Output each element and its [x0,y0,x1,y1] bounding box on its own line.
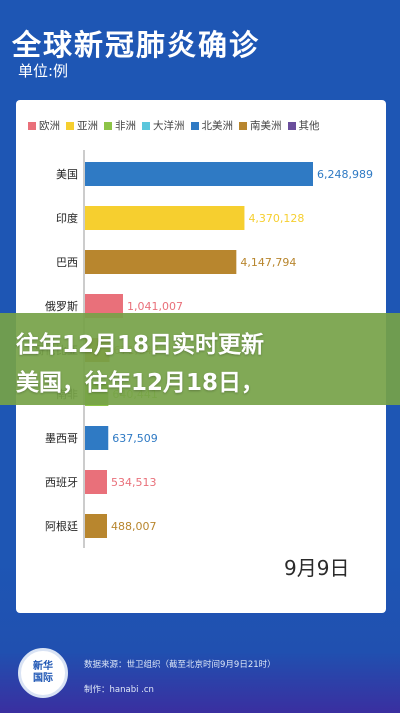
bar [85,162,313,186]
category-label: 巴西 [56,256,78,269]
bar [85,426,109,450]
logo-text-line-1: 新华 [33,661,53,672]
legend-item: 北美洲 [190,118,234,133]
value-label: 488,007 [111,520,157,533]
data-source: 数据来源：世卫组织（截至北京时间9月9日21时） [84,660,276,670]
category-label: 俄罗斯 [45,300,78,313]
headline-line-1: 往年12月18日实时更新 [16,332,265,358]
legend-label: 大洋洲 [153,120,185,132]
category-label: 西班牙 [45,476,78,489]
legend-label: 北美洲 [201,120,234,132]
legend-swatch [28,121,36,130]
legend-swatch [104,121,112,130]
value-label: 4,370,128 [248,212,304,225]
logo-text-line-2: 国际 [33,673,53,684]
legend-item: 欧洲 [28,118,60,133]
legend-label: 南美洲 [250,120,282,132]
category-label: 印度 [56,211,78,225]
chart-legend: 欧洲 亚洲 非洲 大洋洲 北美洲 南美洲 其他 [28,118,378,133]
legend-item: 大洋洲 [142,118,185,133]
headline-line-2: 美国，往年12月18日， [16,370,265,396]
xinhua-logo: 新华 国际 [18,648,68,698]
legend-label: 其他 [298,120,320,132]
legend-label: 欧洲 [39,120,60,132]
bar [85,514,107,538]
legend-item: 亚洲 [66,118,98,133]
legend-item: 南美洲 [239,118,282,133]
legend-label: 非洲 [115,120,136,132]
legend-item: 非洲 [104,118,136,133]
unit-label: 单位:例 [18,62,69,80]
category-label: 美国 [56,168,78,181]
legend-label: 亚洲 [77,120,98,132]
legend-swatch [190,121,199,130]
bar [85,250,237,274]
category-label: 墨西哥 [45,432,78,445]
headline-banner: 往年12月18日实时更新 美国，往年12月18日， [0,313,400,405]
date-label: 9月9日 [284,556,350,580]
value-label: 6,248,989 [317,168,373,181]
legend-item: 其他 [287,118,320,133]
legend-swatch [142,121,150,130]
category-label: 阿根廷 [45,519,78,533]
bar [85,470,107,494]
value-label: 4,147,794 [240,256,296,269]
value-label: 637,509 [112,432,158,445]
page-title: 全球新冠肺炎确诊 [12,28,261,62]
legend-swatch [66,121,74,130]
bar [85,206,245,230]
legend-swatch [239,121,247,130]
producer: 制作：hanabi .cn [84,685,154,695]
value-label: 534,513 [111,476,157,489]
legend-swatch [287,121,296,130]
value-label: 1,041,007 [127,300,183,313]
